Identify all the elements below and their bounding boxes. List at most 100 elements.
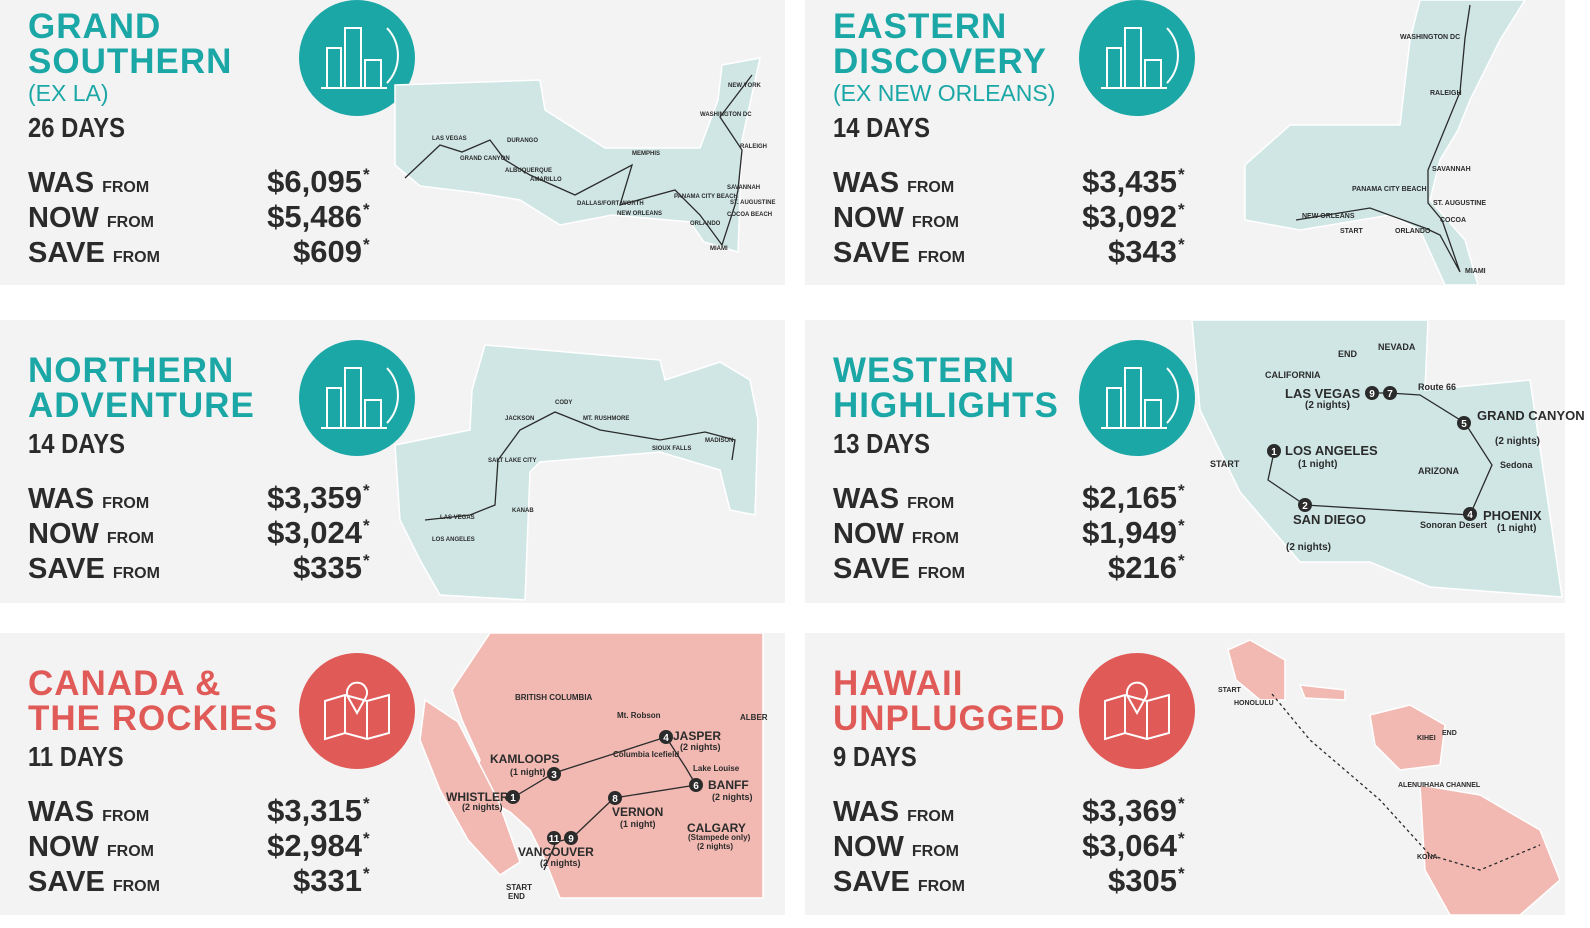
map-label: BANFF — [708, 778, 749, 792]
map-icon — [1104, 693, 1170, 741]
price-amount: $3,435 — [1082, 164, 1177, 199]
map-region — [1298, 684, 1346, 701]
step-marker — [506, 790, 520, 804]
price-amount: $3,359 — [267, 480, 362, 515]
map-label: CALIFORNIA — [1265, 370, 1321, 380]
pin-icon — [1126, 681, 1148, 716]
price-from: FROM — [907, 808, 954, 825]
map-label: (2 nights) — [540, 858, 581, 868]
map-icon — [324, 693, 390, 741]
pin-icon — [346, 681, 368, 716]
map-label: Mt. Robson — [617, 711, 661, 720]
tour-title: UNPLUGGED — [833, 699, 1066, 738]
route-line — [1267, 392, 1493, 516]
price-asterisk: * — [363, 829, 370, 848]
map-label: WHISTLER — [446, 790, 509, 804]
map-label: WASHINGTON DC — [700, 112, 752, 118]
price-label: SAVE — [28, 553, 105, 585]
map-region — [451, 632, 764, 899]
map-label: (2 nights) — [1495, 436, 1540, 447]
map-label: SAVANNAH — [727, 185, 760, 191]
tour-title: DISCOVERY — [833, 42, 1047, 81]
price-asterisk: * — [1178, 481, 1185, 500]
price-asterisk: * — [1178, 551, 1185, 570]
price-amount: $2,984 — [267, 828, 363, 863]
price-asterisk: * — [363, 551, 370, 570]
tour-days: 14 DAYS — [28, 427, 125, 459]
price-from: FROM — [912, 843, 959, 860]
map-label: Lake Louise — [693, 764, 740, 773]
step-number: 7 — [1387, 389, 1393, 400]
route-map: CODY JACKSON MT. RUSHMORE SIOUX FALLS MADISO… — [394, 344, 759, 601]
step-number: 4 — [1467, 510, 1473, 521]
price-from: FROM — [102, 179, 149, 196]
map-label: GRAND CANYON — [1477, 408, 1585, 423]
map-label: (2 nights) — [712, 792, 753, 802]
map-label: (2 nights) — [680, 742, 721, 752]
tour-title: THE ROCKIES — [28, 699, 278, 738]
tour-subtitle: (EX LA) — [28, 80, 109, 106]
price-from: FROM — [113, 565, 160, 582]
price-label: WAS — [28, 483, 94, 515]
step-marker — [547, 767, 561, 781]
map-label: ALBER — [740, 713, 768, 722]
price-from: FROM — [907, 495, 954, 512]
price-from: FROM — [102, 808, 149, 825]
map-label: BRITISH COLUMBIA — [515, 693, 593, 702]
map-label: HONOLULU — [1234, 700, 1274, 707]
route-line — [1295, 4, 1471, 273]
route-map: LAS VEGAS GRAND CANYON DURANGO ALBUQUERQUE A… — [394, 57, 775, 253]
step-number: 1 — [510, 793, 516, 804]
price-from: FROM — [912, 530, 959, 547]
step-number: 11 — [549, 834, 560, 845]
city-icon — [1101, 27, 1179, 89]
map-label: GRAND CANYON — [460, 156, 510, 162]
step-marker — [547, 831, 561, 845]
map-label: END — [508, 892, 525, 901]
price-amount: $305 — [1108, 863, 1177, 898]
map-label: (Stampede only) — [688, 833, 751, 842]
tour-subtitle: (EX NEW ORLEANS) — [833, 80, 1055, 106]
map-label: DALLAS/FORT WORTH — [577, 201, 644, 207]
tour-title: HAWAII — [833, 664, 963, 703]
price-label: WAS — [833, 483, 899, 515]
map-region — [1191, 319, 1563, 598]
price-label: SAVE — [28, 237, 105, 269]
price-asterisk: * — [363, 235, 370, 254]
map-label: AMARILLO — [530, 177, 562, 183]
tour-days: 13 DAYS — [833, 427, 930, 459]
step-number: 9 — [568, 834, 574, 845]
map-label: VERNON — [612, 805, 663, 819]
route-line — [404, 74, 753, 247]
map-label: (1 night) — [510, 767, 546, 777]
price-amount: $343 — [1108, 234, 1177, 269]
route-map: WASHINGTON DC RALEIGH SAVANNAH ST. AUGUSTIN… — [1244, 0, 1526, 286]
price-asterisk: * — [1178, 165, 1185, 184]
map-label: START — [1218, 687, 1242, 694]
map-label: KONA — [1417, 854, 1438, 861]
price-label: SAVE — [28, 866, 105, 898]
price-amount: $335 — [293, 550, 362, 585]
city-icon — [1101, 367, 1179, 429]
step-marker — [1267, 444, 1281, 458]
price-label: WAS — [833, 796, 899, 828]
map-label: ORLANDO — [690, 221, 721, 227]
map-label: (1 night) — [620, 819, 656, 829]
price-label: SAVE — [833, 237, 910, 269]
price-asterisk: * — [363, 200, 370, 219]
price-label: NOW — [833, 202, 905, 234]
price-amount: $5,486 — [267, 199, 362, 234]
map-label: MIAMI — [710, 246, 728, 252]
price-label: NOW — [28, 202, 100, 234]
price-asterisk: * — [363, 516, 370, 535]
price-label: NOW — [833, 518, 905, 550]
price-asterisk: * — [363, 481, 370, 500]
map-label: DURANGO — [507, 138, 538, 144]
map-label: LAS VEGAS — [1285, 386, 1360, 401]
map-label: KIHEI — [1417, 735, 1436, 742]
map-label: KANAB — [512, 508, 534, 514]
tour-days: 11 DAYS — [28, 740, 124, 772]
map-label: WASHINGTON DC — [1400, 34, 1460, 41]
step-number: 6 — [693, 781, 699, 792]
